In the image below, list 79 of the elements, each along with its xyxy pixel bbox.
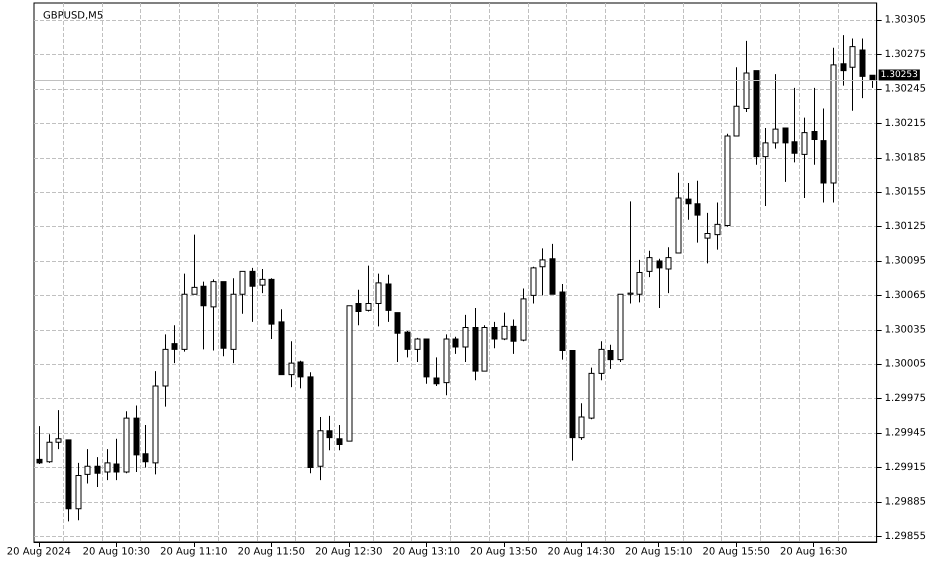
ref-line-label: 1.30253 (880, 70, 918, 80)
candlestick (540, 248, 546, 296)
x-tick-label: 20 Aug 13:10 (392, 546, 460, 558)
candlestick (792, 87, 798, 163)
x-tick-label: 20 Aug 2024 (6, 546, 71, 558)
x-tick-label: 20 Aug 11:50 (238, 546, 306, 558)
x-tick-label: 20 Aug 16:30 (780, 546, 848, 558)
y-tick-label: 1.29945 (884, 428, 926, 439)
candlestick (288, 340, 294, 388)
text: GBPUSD,M5 (43, 10, 104, 22)
candlestick (782, 128, 788, 182)
candlestick (46, 434, 52, 464)
candlestick (104, 448, 110, 481)
x-tick-label: 20 Aug 10:30 (82, 546, 150, 558)
candlestick (366, 265, 372, 312)
candlestick (492, 321, 498, 349)
x-tick-label: 20 Aug 11:10 (160, 546, 228, 558)
candlestick (578, 402, 584, 440)
candlestick (714, 202, 720, 250)
candlestick (114, 438, 120, 481)
candlestick (812, 87, 818, 166)
y-tick-label: 1.30275 (884, 49, 926, 60)
candlestick (414, 337, 420, 362)
candlestick (840, 34, 846, 86)
candlestick (502, 312, 508, 341)
candlestick (336, 424, 342, 451)
candlestick (36, 426, 42, 465)
y-tick-label: 1.30305 (884, 14, 926, 26)
candlestick (356, 289, 362, 326)
x-tick-label: 20 Aug 14:30 (548, 546, 615, 558)
candlestick (172, 324, 178, 364)
x-tick-label: 20 Aug 12:30 (315, 546, 382, 558)
candlestick (326, 415, 332, 451)
candlestick (394, 312, 400, 362)
y-tick-label: 1.30125 (884, 221, 926, 232)
candlestick (608, 344, 614, 370)
candlestick (192, 234, 198, 295)
candlestick (646, 250, 652, 278)
candlestick (260, 268, 266, 294)
y-tick-label: 1.30035 (884, 324, 926, 336)
candlestick (404, 330, 410, 358)
y-tick-label: 1.29885 (884, 496, 926, 508)
candlestick (434, 356, 440, 387)
candlestick (462, 314, 468, 362)
candlestick (94, 456, 100, 488)
candlestick (694, 180, 700, 244)
candlestick (666, 246, 672, 294)
x-tick-label: 20 Aug 13:50 (470, 546, 538, 558)
y-tick-label: 1.30095 (884, 256, 926, 267)
candlestick (802, 117, 808, 198)
candlestick (200, 281, 206, 350)
y-tick-label: 1.30005 (884, 358, 926, 370)
candlestick (376, 273, 382, 327)
candlestick (452, 336, 458, 354)
x-tick-label: 20 Aug 15:10 (625, 546, 692, 558)
candlestick (762, 128, 768, 206)
candlestick (56, 410, 62, 450)
candlestick (850, 38, 856, 112)
candlestick (298, 360, 304, 389)
y-tick-label: 1.29915 (884, 462, 926, 473)
y-tick-label: 1.30245 (884, 84, 926, 95)
y-tick-label: 1.30155 (884, 186, 926, 198)
candlestick (656, 258, 662, 309)
candlestick (628, 200, 634, 304)
y-tick-label: 1.30185 (884, 152, 926, 164)
y-tick-label: 1.30065 (884, 290, 926, 301)
x-tick-label: 20 Aug 15:50 (702, 546, 770, 558)
candlestick (704, 212, 710, 264)
y-tick-label: 1.30215 (884, 118, 926, 129)
y-tick-label: 1.29975 (884, 393, 926, 404)
candlestick (240, 270, 246, 314)
candlestick (250, 267, 256, 322)
candlestick (510, 319, 516, 354)
candlestick (142, 424, 148, 468)
candlestick (636, 259, 642, 303)
candlestick (686, 182, 692, 220)
candlestick (84, 448, 90, 484)
y-tick-label: 1.29855 (884, 530, 926, 542)
candlestick (772, 74, 778, 150)
